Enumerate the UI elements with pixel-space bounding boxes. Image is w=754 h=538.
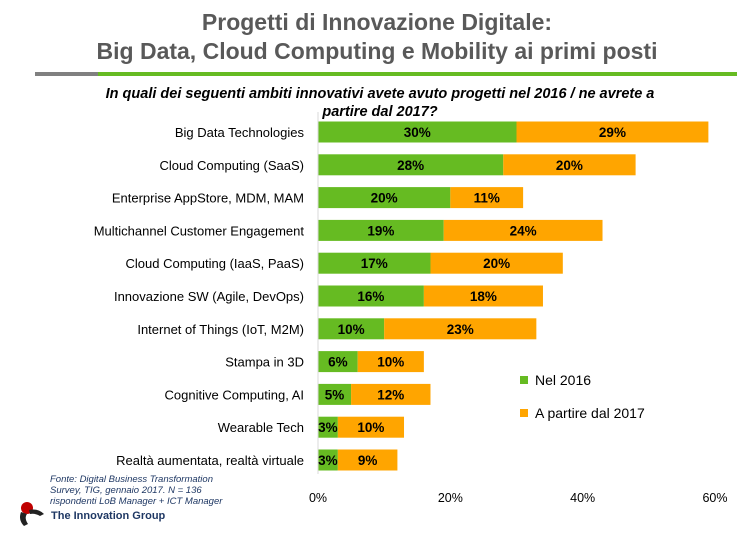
bar-value-label: 19% [367, 223, 394, 238]
bar-value-label: 20% [483, 256, 510, 271]
bar-value-label: 10% [377, 355, 404, 370]
source-line3: rispondenti LoB Manager + ICT Manager [50, 496, 223, 507]
bar-dal-2017 [430, 252, 563, 274]
category-label: Big Data Technologies [175, 125, 305, 140]
category-label: Wearable Tech [218, 420, 304, 435]
bar-value-label: 30% [404, 125, 431, 140]
bars-group: 30% 29% 28% 20% 20% 11% 19% 24% 17% 20% 16% 18% 10% 2… [318, 121, 709, 471]
legend-swatch [520, 409, 528, 417]
bar-value-label: 24% [510, 223, 537, 238]
bar-value-label: 17% [361, 256, 388, 271]
bar-value-label: 29% [599, 125, 626, 140]
bar-value-label: 18% [470, 289, 497, 304]
title-rule-green [98, 72, 737, 76]
bar-dal-2017 [357, 351, 424, 373]
chart-question-line1: In quali dei seguenti ambiti innovativi … [105, 86, 655, 102]
bar-dal-2017 [337, 416, 405, 438]
chart-question-line2: partire dal 2017? [322, 104, 438, 120]
title-rule-grey [35, 72, 98, 76]
bar-nel-2016 [318, 219, 444, 241]
bar-dal-2017 [450, 187, 524, 209]
chart-question: In quali dei seguenti ambiti innovativi … [60, 85, 700, 121]
bar-nel-2016 [318, 285, 424, 307]
bar-nel-2016 [318, 416, 338, 438]
category-label: Enterprise AppStore, MDM, MAM [112, 191, 304, 206]
bar-value-label: 10% [338, 322, 365, 337]
category-labels-group: Big Data Technologies Cloud Computing (Sa… [94, 125, 305, 468]
category-label: Realtà aumentata, realtà virtuale [116, 453, 304, 468]
legend-swatch [520, 376, 528, 384]
category-label: Cloud Computing (IaaS, PaaS) [126, 256, 304, 271]
company-logo-text: The Innovation Group [51, 510, 166, 522]
bar-dal-2017 [423, 285, 543, 307]
category-label: Cloud Computing (SaaS) [159, 158, 304, 173]
bar-dal-2017 [516, 121, 709, 143]
bar-value-label: 20% [371, 191, 398, 206]
bar-nel-2016 [318, 121, 517, 143]
company-logo-icon [20, 502, 44, 526]
category-label: Cognitive Computing, AI [165, 387, 304, 402]
x-axis-group: 0% 20% 40% 60% [309, 112, 728, 505]
x-tick-label: 60% [702, 491, 727, 505]
bar-value-label: 3% [318, 453, 338, 468]
x-tick-label: 0% [309, 491, 327, 505]
legend-group: Nel 2016 A partire dal 2017 [520, 372, 645, 421]
bar-dal-2017 [503, 154, 636, 176]
bar-nel-2016 [318, 351, 358, 373]
bar-nel-2016 [318, 318, 385, 340]
page-title-line2: Big Data, Cloud Computing e Mobility ai … [96, 38, 658, 64]
bar-dal-2017 [443, 219, 603, 241]
category-label: Multichannel Customer Engagement [94, 223, 305, 238]
bar-dal-2017 [351, 383, 431, 405]
bar-value-label: 23% [447, 322, 474, 337]
bar-value-label: 11% [474, 191, 500, 206]
legend-label: A partire dal 2017 [535, 405, 645, 421]
bar-value-label: 5% [325, 387, 345, 402]
x-tick-label: 40% [570, 491, 595, 505]
bar-value-label: 10% [357, 420, 384, 435]
page-title-line1: Progetti di Innovazione Digitale: [201, 9, 553, 35]
bar-value-label: 20% [556, 158, 583, 173]
bar-value-label: 9% [358, 453, 378, 468]
category-label: Innovazione SW (Agile, DevOps) [114, 289, 304, 304]
bar-value-label: 3% [318, 420, 338, 435]
bar-nel-2016 [318, 383, 352, 405]
bar-value-label: 12% [377, 387, 404, 402]
category-label: Internet of Things (IoT, M2M) [137, 322, 304, 337]
bar-nel-2016 [318, 154, 504, 176]
bar-nel-2016 [318, 252, 431, 274]
source-note: Fonte: Digital Business Transformation S… [50, 474, 250, 507]
source-line1: Fonte: Digital Business Transformation [50, 474, 213, 485]
bar-nel-2016 [318, 187, 451, 209]
bar-value-label: 6% [328, 355, 348, 370]
bar-value-label: 28% [397, 158, 424, 173]
source-line2: Survey, TIG, gennaio 2017. N = 136 [50, 485, 202, 496]
bar-value-label: 16% [357, 289, 384, 304]
bar-dal-2017 [337, 449, 398, 471]
bar-dal-2017 [384, 318, 537, 340]
category-label: Stampa in 3D [225, 355, 304, 370]
bar-nel-2016 [318, 449, 338, 471]
x-tick-label: 20% [438, 491, 463, 505]
legend-label: Nel 2016 [535, 372, 591, 388]
